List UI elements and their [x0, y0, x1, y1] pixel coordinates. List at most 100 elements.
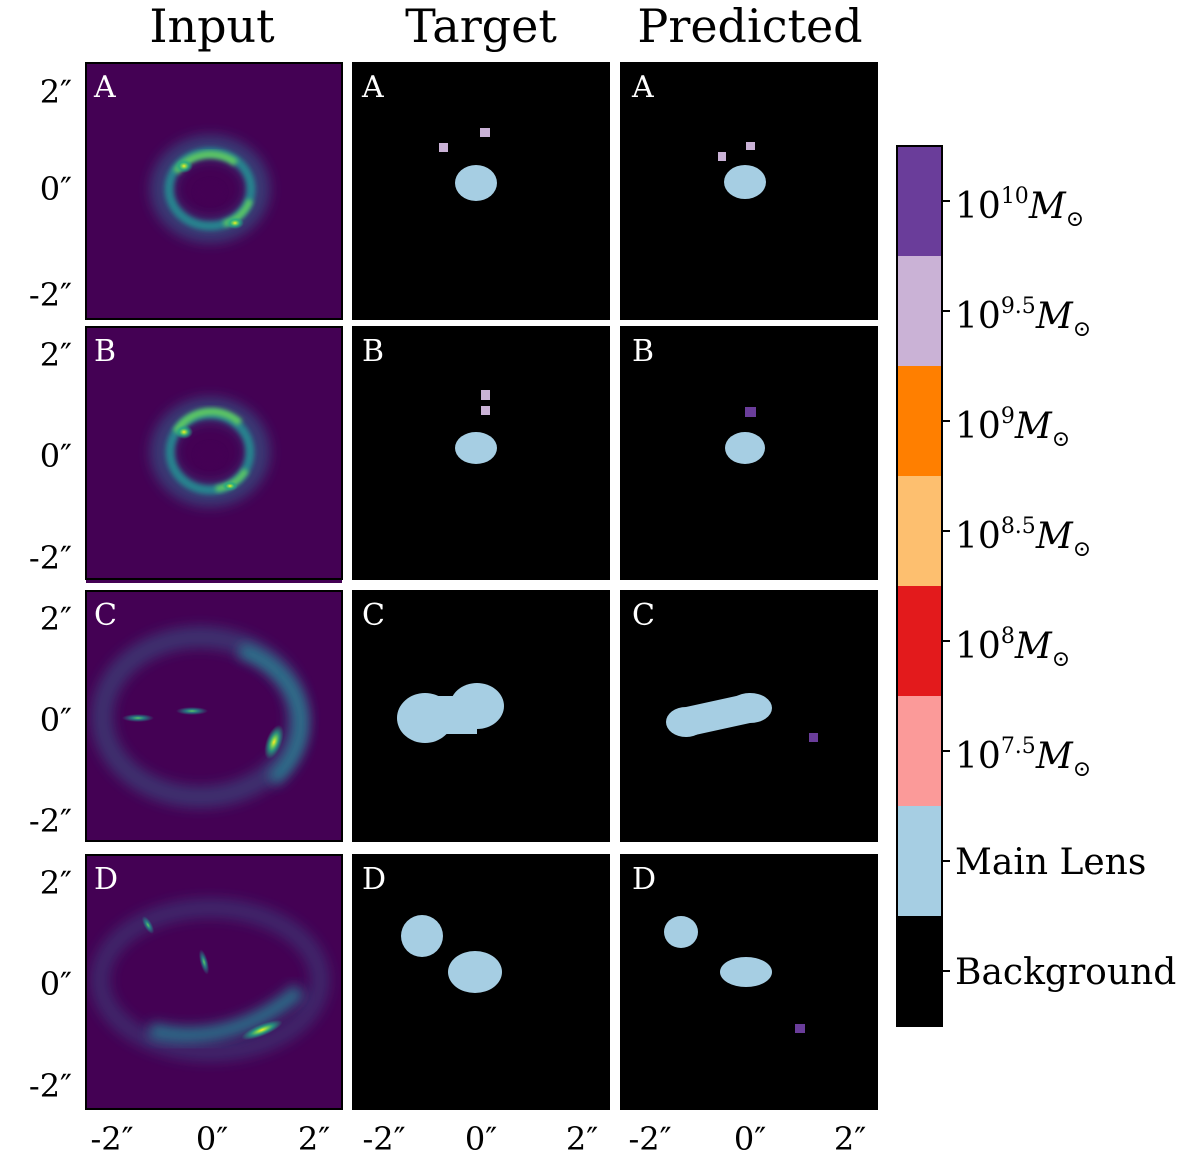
panel-label-predicted-c: C: [632, 598, 655, 633]
colorbar: 1010M⊙ 109.5M⊙ 109M⊙ 108.5M⊙ 108M⊙ 107.5…: [896, 145, 1176, 1027]
y-axis-ticks: 2″ 0″ -2″ 2″ 0″ -2″ 2″ 0″ -2″ 2″ 0″ -2″: [29, 73, 72, 1105]
panel-label-target-b: B: [362, 334, 384, 369]
panel-predicted-d: [621, 855, 877, 1109]
panel-frame-target-a: [352, 62, 610, 320]
row-b: B B B: [85, 326, 878, 583]
panel-frame-input-d: [85, 854, 343, 1110]
panel-label-predicted-b: B: [632, 334, 654, 369]
main-lens-predicted-b: [725, 432, 765, 464]
panel-input-c: [86, 591, 342, 841]
colorbar-swatch-1e9: [897, 366, 942, 476]
main-lens-predicted-d-2: [720, 957, 772, 987]
y-tick-label: 0″: [40, 965, 72, 1003]
row-a: A A A: [85, 62, 878, 320]
subhalo-target-b-2: [481, 406, 490, 415]
column-title-target: Target: [405, 0, 557, 53]
panel-label-predicted-a: A: [631, 70, 654, 105]
y-tick-label: 0″: [40, 170, 72, 208]
main-lens-target-c: [397, 683, 504, 743]
panel-label-input-d: D: [94, 862, 118, 897]
x-tick-label: 0″: [465, 1120, 497, 1158]
panel-label-target-a: A: [361, 70, 384, 105]
panel-frame-target-c: [352, 590, 610, 842]
x-tick-label: -2″: [628, 1120, 671, 1158]
panel-predicted-b: [621, 327, 877, 579]
colorbar-swatch-1e8.5: [897, 476, 942, 586]
panel-label-target-d: D: [362, 862, 386, 897]
panel-frame-input-b: [85, 326, 343, 580]
panel-label-input-c: C: [94, 598, 117, 633]
panel-target-b: [353, 327, 609, 579]
x-tick-label: -2″: [362, 1120, 405, 1158]
y-tick-label: -2″: [29, 802, 72, 840]
y-tick-label: -2″: [29, 539, 72, 577]
colorbar-swatch-1e7.5: [897, 696, 942, 806]
main-lens-predicted-a: [724, 165, 766, 199]
row-d: D D D: [85, 854, 878, 1110]
colorbar-label-1e8.5: 108.5M⊙: [955, 514, 1091, 562]
colorbar-label-1e10: 1010M⊙: [955, 184, 1084, 232]
colorbar-label-1e9.5: 109.5M⊙: [955, 294, 1091, 342]
x-tick-label: 0″: [734, 1120, 766, 1158]
row-c: C C C: [85, 590, 878, 842]
y-tick-label: 0″: [40, 701, 72, 739]
panel-target-c: [353, 591, 609, 841]
colorbar-swatch-1e10: [897, 146, 942, 256]
y-tick-label: -2″: [29, 1067, 72, 1105]
subhalo-predicted-a-2: [746, 142, 755, 150]
subhalo-target-a-1: [439, 143, 448, 152]
x-tick-label: 2″: [566, 1120, 598, 1158]
panel-frame-target-b: [352, 326, 610, 580]
panel-label-input-b: B: [94, 334, 116, 369]
y-tick-label: 2″: [40, 864, 72, 902]
panel-target-d: [353, 855, 609, 1109]
main-lens-target-d-2: [448, 951, 502, 993]
subhalo-target-a-2: [480, 128, 490, 137]
panel-frame-predicted-a: [620, 62, 878, 320]
y-tick-label: 2″: [40, 73, 72, 111]
panel-input-d: [86, 855, 342, 1109]
subhalo-predicted-c-1: [809, 733, 818, 742]
y-tick-label: 2″: [40, 336, 72, 374]
colorbar-swatch-1e8: [897, 586, 942, 696]
panel-frame-predicted-c: [620, 590, 878, 842]
y-tick-label: -2″: [29, 276, 72, 314]
x-tick-label: 2″: [834, 1120, 866, 1158]
panel-frame-input-c: [85, 590, 343, 842]
x-axis-ticks: -2″ 0″ 2″ -2″ 0″ 2″ -2″ 0″ 2″: [90, 1120, 866, 1158]
column-title-predicted: Predicted: [637, 0, 862, 53]
subhalo-predicted-d-1: [795, 1024, 805, 1033]
colorbar-swatch-1e9.5: [897, 256, 942, 366]
main-lens-predicted-c: [666, 693, 772, 737]
y-tick-label: 0″: [40, 437, 72, 475]
colorbar-swatch-background: [897, 916, 942, 1026]
colorbar-label-1e9: 109M⊙: [955, 404, 1070, 452]
colorbar-label-1e7.5: 107.5M⊙: [955, 734, 1091, 782]
subhalo-target-b-1: [481, 390, 490, 400]
panel-input-a: [86, 63, 342, 319]
panel-frame-input-a: [85, 62, 343, 320]
colorbar-label-background: Background: [955, 952, 1176, 993]
panel-label-target-c: C: [362, 598, 385, 633]
panel-label-input-a: A: [93, 70, 116, 105]
x-tick-label: 0″: [196, 1120, 228, 1158]
panel-input-b: [86, 327, 342, 583]
panel-predicted-c: [621, 591, 877, 841]
x-tick-label: 2″: [298, 1120, 330, 1158]
main-lens-predicted-d-1: [664, 916, 698, 948]
panel-frame-predicted-b: [620, 326, 878, 580]
colorbar-label-main-lens: Main Lens: [955, 842, 1146, 883]
column-title-input: Input: [149, 0, 275, 53]
subhalo-predicted-b-1: [745, 407, 756, 417]
panel-label-predicted-d: D: [632, 862, 656, 897]
y-tick-label: 2″: [40, 600, 72, 638]
main-lens-target-a: [455, 165, 497, 201]
x-tick-label: -2″: [90, 1120, 133, 1158]
panel-predicted-a: [621, 63, 877, 319]
main-lens-target-b: [455, 432, 497, 464]
panel-target-a: [353, 63, 609, 319]
subhalo-predicted-a-1: [718, 152, 726, 161]
colorbar-label-1e8: 108M⊙: [955, 624, 1070, 672]
main-lens-target-d-1: [401, 915, 443, 957]
